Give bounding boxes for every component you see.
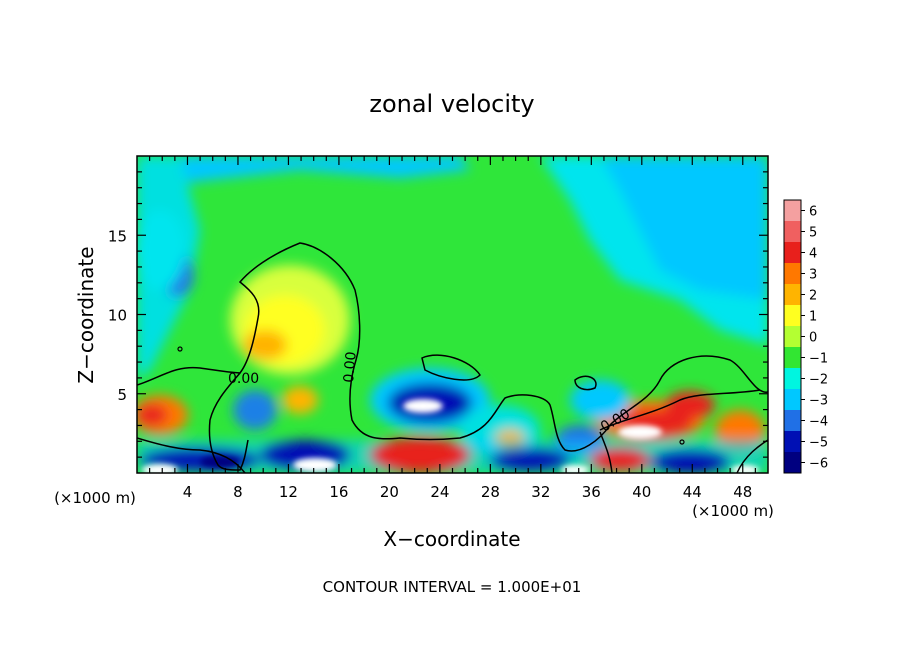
colorbar-label: −6 xyxy=(809,457,828,472)
x-tick-label: 32 xyxy=(531,483,550,501)
colorbar-swatch xyxy=(784,242,801,263)
colorbar-label: 6 xyxy=(809,205,817,220)
colorbar-swatch xyxy=(784,221,801,242)
colorbar-swatch xyxy=(784,284,801,305)
x-tick-label: 8 xyxy=(233,483,243,501)
colorbar-swatch xyxy=(784,347,801,368)
contour-interval-note: CONTOUR INTERVAL = 1.000E+01 xyxy=(323,578,582,596)
contour-label-1: 0.00 xyxy=(228,371,259,387)
colorbar-label: −1 xyxy=(809,352,828,367)
colorbar-swatch xyxy=(784,431,801,452)
x-axis-unit-left: (×1000 m) xyxy=(54,489,136,507)
colorbar-label: −2 xyxy=(809,373,828,388)
colorbar-label: 0 xyxy=(809,331,817,346)
y-tick-label: 15 xyxy=(108,227,127,245)
x-tick-label: 44 xyxy=(683,483,702,501)
x-axis-label: X−coordinate xyxy=(383,527,520,551)
x-tick-label: 48 xyxy=(733,483,752,501)
y-axis-ticks: 5 10 15 xyxy=(108,171,768,458)
x-tick-label: 24 xyxy=(430,483,449,501)
y-tick-label: 5 xyxy=(117,386,127,404)
colorbar-label: 4 xyxy=(809,247,817,262)
x-tick-label: 4 xyxy=(183,483,193,501)
chart-title: zonal velocity xyxy=(369,90,534,118)
colorbar-swatch xyxy=(784,263,801,284)
y-axis-label: Z−coordinate xyxy=(74,246,98,383)
colorbar-swatch xyxy=(784,410,801,431)
colorbar-label: −5 xyxy=(809,436,828,451)
x-axis-ticks: 4 8 12 16 20 24 28 32 36 40 44 48 xyxy=(149,156,756,501)
x-tick-label: 28 xyxy=(481,483,500,501)
colorbar-swatch xyxy=(784,200,801,221)
x-tick-label: 36 xyxy=(582,483,601,501)
colorbar-swatch xyxy=(784,305,801,326)
contour-label-2: 0.00 xyxy=(341,351,360,383)
x-tick-label: 16 xyxy=(329,483,348,501)
heatmap-field: 0.00 0.00 0.00 xyxy=(137,156,768,473)
x-axis-unit-right: (×1000 m) xyxy=(692,502,774,520)
colorbar-label: −3 xyxy=(809,394,828,409)
colorbar-swatch xyxy=(784,326,801,347)
colorbar-label: 3 xyxy=(809,268,817,283)
x-tick-label: 20 xyxy=(380,483,399,501)
colorbar-label: 1 xyxy=(809,310,817,325)
x-tick-label: 12 xyxy=(279,483,298,501)
y-tick-label: 10 xyxy=(108,307,127,325)
colorbar-label: −4 xyxy=(809,415,828,430)
colorbar-swatch xyxy=(784,368,801,389)
colorbar-swatch xyxy=(784,389,801,410)
colorbar-swatch xyxy=(784,452,801,473)
x-tick-label: 40 xyxy=(632,483,651,501)
colorbar: 6 5 4 3 2 1 0 −1 −2 −3 −4 −5 −6 xyxy=(783,199,828,474)
colorbar-label: 5 xyxy=(809,226,817,241)
colorbar-label: 2 xyxy=(809,289,817,304)
